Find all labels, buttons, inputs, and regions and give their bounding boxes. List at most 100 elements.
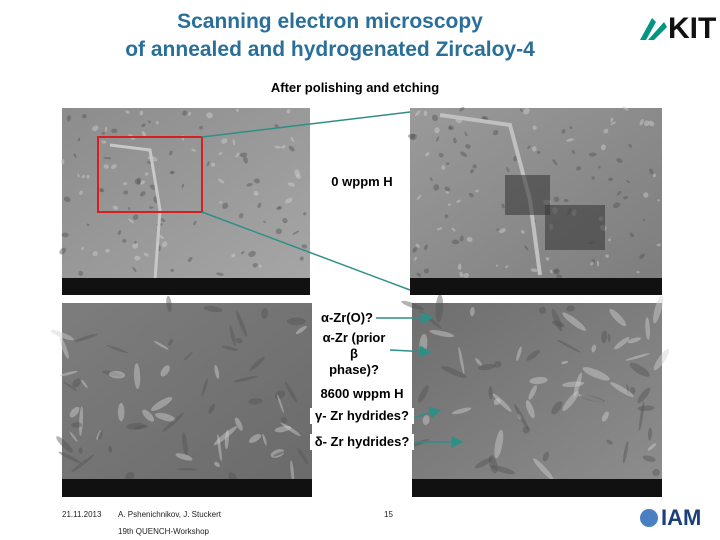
texture [201, 378, 208, 397]
texture [101, 131, 105, 135]
texture [532, 125, 537, 130]
texture [63, 381, 78, 392]
texture [516, 346, 522, 362]
texture [143, 252, 149, 257]
info-bar [62, 278, 310, 295]
texture [472, 164, 477, 169]
grain-boundary [109, 143, 162, 281]
texture [274, 425, 292, 433]
texture [642, 218, 645, 222]
texture [285, 197, 293, 204]
texture [492, 129, 499, 136]
texture [475, 358, 482, 366]
texture [239, 152, 248, 158]
texture [181, 183, 185, 189]
texture [441, 165, 446, 170]
texture [523, 108, 530, 115]
texture [169, 170, 173, 174]
texture [649, 168, 654, 175]
texture [117, 230, 122, 235]
texture [656, 243, 661, 247]
texture [151, 396, 173, 411]
texture [496, 264, 499, 267]
texture [551, 309, 563, 332]
texture [642, 455, 656, 462]
texture [529, 376, 548, 385]
texture [63, 196, 71, 203]
texture [81, 379, 88, 389]
label-line: α-Zr (prior β [322, 330, 386, 361]
title-line: Scanning electron microscopy [177, 10, 483, 33]
texture [413, 256, 418, 261]
texture [161, 241, 168, 248]
texture [86, 175, 90, 179]
texture [81, 246, 84, 251]
texture [610, 121, 616, 126]
texture [552, 320, 565, 328]
iam-logo-mark [640, 509, 658, 527]
kit-logo [640, 18, 667, 40]
texture [295, 325, 307, 335]
texture [639, 253, 646, 259]
arrow [389, 345, 432, 358]
texture [253, 178, 261, 184]
texture [637, 387, 651, 404]
texture [643, 120, 650, 127]
texture [446, 162, 450, 166]
texture [166, 295, 172, 313]
texture [639, 119, 644, 126]
texture [617, 190, 622, 196]
texture [142, 409, 155, 422]
texture [444, 186, 451, 192]
title-line: of annealed and hydrogenated Zircaloy-4 [125, 38, 535, 61]
texture [459, 271, 464, 278]
texture [474, 457, 493, 469]
texture [170, 268, 175, 273]
texture [418, 385, 429, 403]
texture [582, 367, 610, 381]
texture [433, 184, 440, 191]
texture [569, 126, 573, 130]
texture [182, 432, 188, 456]
texture [493, 361, 502, 368]
texture [496, 228, 499, 231]
texture [132, 214, 139, 220]
texture [232, 139, 236, 146]
texture [248, 398, 263, 405]
texture [435, 294, 444, 323]
texture [249, 356, 265, 371]
texture [630, 386, 636, 394]
texture [122, 239, 127, 243]
texture [287, 182, 295, 187]
texture [69, 431, 78, 443]
texture [110, 164, 117, 170]
texture [576, 166, 582, 171]
texture [407, 133, 413, 138]
texture [528, 385, 537, 400]
dark-patch [505, 175, 550, 215]
texture [622, 106, 629, 111]
texture [78, 447, 83, 455]
texture [648, 120, 655, 127]
label: γ- Zr hydrides? [310, 408, 414, 424]
texture [282, 217, 288, 224]
texture [74, 333, 98, 343]
texture [436, 136, 440, 142]
info-bar [410, 278, 662, 295]
texture [533, 458, 554, 481]
texture [253, 190, 259, 196]
texture [505, 265, 509, 269]
texture [159, 234, 165, 240]
texture [280, 422, 301, 437]
texture [58, 451, 82, 464]
texture [524, 245, 529, 251]
texture [447, 203, 451, 207]
texture [556, 274, 563, 279]
texture [412, 247, 418, 253]
texture [125, 110, 130, 114]
texture [246, 182, 253, 187]
texture [71, 422, 82, 428]
label: 0 wppm H [322, 174, 402, 190]
texture [627, 337, 641, 344]
texture [238, 213, 244, 219]
